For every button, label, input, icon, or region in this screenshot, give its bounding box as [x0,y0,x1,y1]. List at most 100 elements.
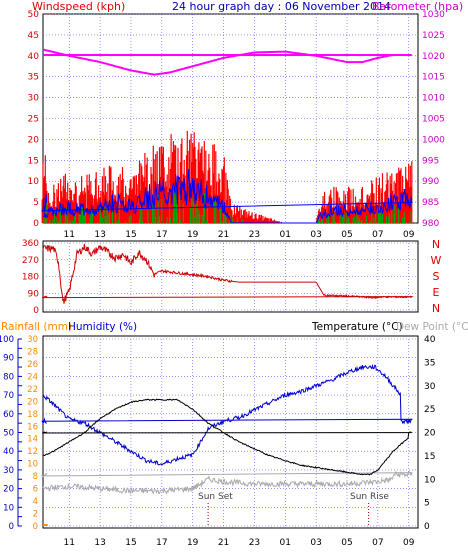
temp-x-tick-label: 17 [156,538,167,548]
humidity-tick-label: 80 [3,372,14,382]
temperature-tick-label: 10 [424,475,436,485]
temperature-series [42,398,412,476]
wind-rain-series [43,188,412,223]
wind-x-tick-label: 01 [280,230,291,240]
rainfall-tick-label: 16 [27,422,38,432]
compass-label: S [433,270,440,283]
rainfall-tick-label: 10 [27,460,38,470]
rainfall-tick-label: 0 [33,522,38,532]
barometer-tick-label: 980 [422,219,439,229]
wind-x-tick-label: 11 [64,230,75,240]
wind-x-tick-label: 05 [341,230,352,240]
humidity-tick-label: 40 [3,447,14,457]
barometer-series [42,48,412,76]
direction-tick-label: 90 [28,289,40,299]
rainfall-tick-label: 4 [33,497,38,507]
wind-x-tick-label: 09 [403,230,415,240]
compass-label: E [433,286,440,299]
temperature-panel: 0102030405060708090100024681012141618202… [0,335,436,548]
humidity-tick-label: 70 [3,391,14,401]
barometer-tick-label: 1020 [422,52,445,62]
temp-x-tick-label: 23 [249,538,260,548]
temp-x-tick-label: 15 [125,538,136,548]
rainfall-tick-label: 28 [27,347,38,357]
wind-tick-label: 0 [33,219,39,229]
wind-tick-label: 50 [28,10,40,20]
direction-tick-label: 180 [22,273,39,283]
wind-x-tick-label: 17 [156,230,167,240]
rainfall-tick-label: 18 [27,410,38,420]
wind-panel: 0510152025303540455098098599099510001005… [28,10,446,240]
wind-tick-label: 45 [28,31,39,41]
temperature-tick-label: 40 [424,335,436,345]
compass-label: N [432,238,440,251]
humidity-tick-label: 50 [3,429,14,439]
humidity-tick-label: 90 [3,354,14,364]
barometer-tick-label: 1015 [422,73,445,83]
rainfall-tick-label: 14 [27,435,38,445]
humidity-tick-label: 0 [9,522,14,532]
wind-tick-label: 20 [28,135,40,145]
barometer-tick-label: 1030 [422,10,445,20]
rainfall-axis-title: Rainfall (mm) [1,321,72,333]
humidity-tick-label: 100 [0,335,14,345]
barometer-tick-label: 995 [422,156,439,166]
humidity-tick-label: 30 [3,466,14,476]
temp-x-tick-label: 09 [403,538,415,548]
rainfall-tick-label: 26 [27,360,38,370]
windspeed-axis-title: Windspeed (kph) [32,0,125,13]
temp-x-tick-label: 19 [187,538,199,548]
temp-x-tick-label: 13 [94,538,105,548]
humidity-axis-title: Humidity (%) [68,321,137,333]
rainfall-tick-label: 8 [33,472,38,482]
wind-average-series [41,169,413,224]
wind-tick-label: 35 [28,73,39,83]
direction-tick-label: 270 [22,256,39,266]
compass-label: N [432,302,440,315]
wind-x-tick-label: 19 [187,230,199,240]
wind-x-tick-label: 07 [372,230,383,240]
temp-x-tick-label: 03 [310,538,321,548]
barometer-tick-label: 1000 [422,135,445,145]
rainfall-tick-label: 12 [27,447,38,457]
barometer-tick-label: 1010 [422,94,445,104]
humidity-series [41,363,414,466]
temperature-tick-label: 35 [424,358,435,368]
rainfall-tick-label: 24 [27,372,38,382]
sun-rise-label: Sun Rise [350,492,389,502]
temp-x-tick-label: 11 [64,538,75,548]
wind-x-tick-label: 15 [125,230,136,240]
wind-x-tick-label: 23 [249,230,260,240]
rainfall-tick-label: 22 [27,385,38,395]
temperature-tick-label: 5 [424,499,430,509]
temp-x-tick-label: 21 [218,538,229,548]
direction-tick-label: 360 [22,239,39,249]
rainfall-tick-label: 20 [27,397,38,407]
humidity-tick-label: 10 [3,503,14,513]
wind-tick-label: 25 [28,115,39,125]
temperature-tick-label: 30 [424,382,436,392]
rainfall-tick-label: 6 [33,485,38,495]
temp-x-tick-label: 05 [341,538,352,548]
wind-x-tick-label: 21 [218,230,229,240]
temperature-tick-label: 20 [424,429,436,439]
temp-x-tick-label: 07 [372,538,383,548]
rainfall-tick-label: 2 [33,510,38,520]
wind-x-tick-label: 13 [94,230,105,240]
humidity-tick-label: 60 [3,410,14,420]
dewpoint-axis-title: Dew Point (°C) [396,321,468,333]
dewpoint-series [40,470,413,496]
barometer-tick-label: 1005 [422,115,445,125]
compass-label: W [431,254,442,267]
temperature-axis-title: Temperature (°C) [311,321,403,333]
barometer-tick-label: 1025 [422,31,445,41]
wind-tick-label: 40 [28,52,40,62]
wind-tick-label: 15 [28,156,39,166]
chart-title: 24 hour graph day : 06 November 2014 [172,0,391,13]
wind-direction-series [41,243,414,304]
humidity-tick-label: 20 [3,485,14,495]
barometer-tick-label: 990 [422,177,439,187]
wind-tick-label: 30 [28,94,40,104]
